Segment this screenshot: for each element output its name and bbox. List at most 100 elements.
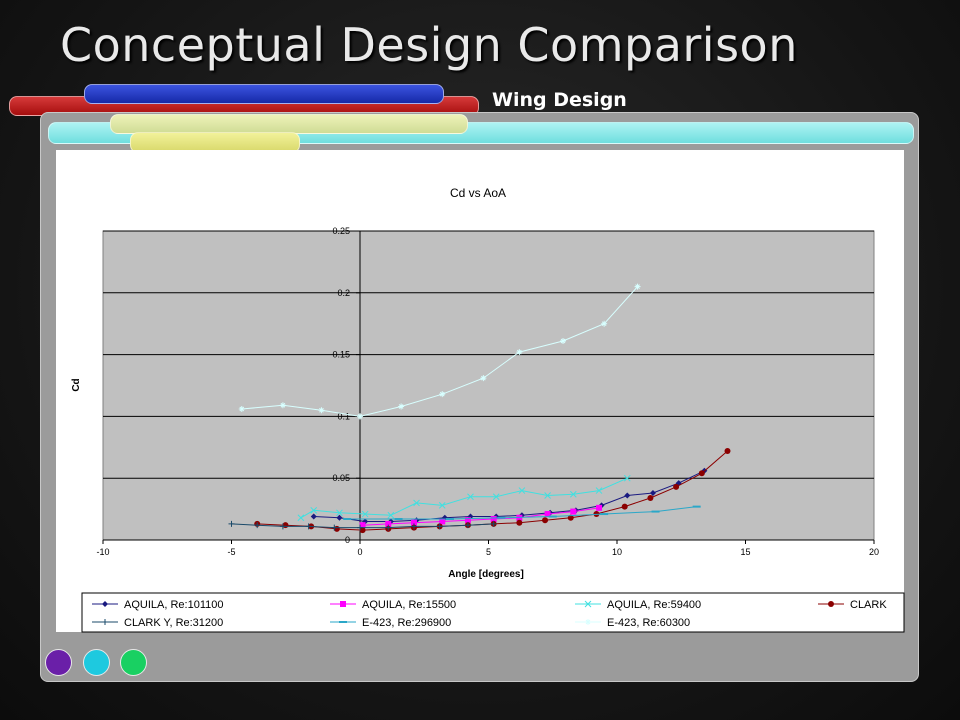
- data-point: [624, 492, 631, 499]
- data-point: [544, 492, 551, 499]
- data-point: [518, 487, 526, 494]
- legend-entry: E-423, Re:60300: [575, 617, 690, 629]
- series-2: [297, 474, 631, 522]
- data-point: [439, 518, 446, 525]
- legend-label: AQUILA, Re:59400: [607, 599, 701, 611]
- y-tick-label: 0.25: [332, 226, 350, 236]
- data-point: [569, 490, 577, 498]
- data-point: [336, 514, 343, 521]
- legend-entry: CLARK Y, Re:31200: [92, 617, 223, 629]
- data-point: [336, 509, 343, 517]
- y-tick-label: 0.2: [337, 288, 350, 298]
- y-tick-label: 0.15: [332, 350, 350, 360]
- blue-accent-bar: [84, 84, 444, 104]
- data-point: [436, 523, 443, 530]
- data-point: [228, 520, 235, 527]
- data-point: [490, 520, 497, 527]
- data-point: [357, 524, 363, 531]
- data-point: [634, 283, 641, 290]
- data-point: [595, 487, 603, 494]
- data-point: [621, 503, 628, 510]
- data-point: [318, 407, 325, 414]
- data-point: [310, 506, 318, 514]
- purple-nav-dot[interactable]: [45, 649, 72, 676]
- legend-marker: [584, 600, 592, 608]
- legend-label: E-423, Re:296900: [362, 617, 451, 629]
- data-point: [279, 402, 286, 409]
- legend-label: CLARK Y, Re:31200: [124, 617, 223, 629]
- data-point: [647, 494, 654, 501]
- data-point: [238, 405, 245, 412]
- data-point: [279, 523, 286, 530]
- data-point: [516, 349, 523, 356]
- x-tick-label: 15: [740, 547, 750, 557]
- plot-area: [102, 230, 875, 541]
- data-point: [439, 391, 446, 398]
- data-point: [385, 520, 392, 527]
- legend-marker: [102, 619, 108, 625]
- data-point: [698, 470, 705, 477]
- series-4: [228, 520, 497, 531]
- legend-entry: AQUILA, Re:15500: [330, 599, 456, 611]
- data-point: [438, 502, 446, 509]
- data-point: [254, 522, 261, 529]
- legend-entry: CLARK: [818, 599, 887, 611]
- green-nav-dot[interactable]: [120, 649, 147, 676]
- x-tick-label: 10: [612, 547, 622, 557]
- data-point: [464, 522, 471, 529]
- legend-label: E-423, Re:60300: [607, 617, 690, 629]
- legend-entry: AQUILA, Re:59400: [575, 599, 701, 611]
- legend: [81, 592, 905, 633]
- x-axis-label: Angle [degrees]: [448, 569, 524, 580]
- y-tick-label: 0.05: [332, 473, 350, 483]
- slide-title: Conceptual Design Comparison: [60, 18, 798, 72]
- data-point: [516, 519, 523, 526]
- data-point: [567, 514, 574, 521]
- data-point: [649, 490, 656, 497]
- series-line: [362, 507, 600, 526]
- data-point: [570, 508, 577, 515]
- cyan-nav-dot[interactable]: [83, 649, 110, 676]
- data-point: [359, 522, 366, 529]
- legend-entry: AQUILA, Re:101100: [92, 599, 223, 611]
- data-point: [724, 448, 731, 455]
- data-point: [305, 523, 312, 530]
- data-point: [560, 338, 567, 345]
- data-point: [361, 510, 369, 518]
- x-tick-label: 20: [869, 547, 879, 557]
- data-point: [596, 504, 603, 511]
- data-point: [331, 524, 338, 531]
- data-point: [673, 483, 680, 490]
- data-point: [542, 517, 549, 524]
- x-tick-label: -10: [96, 547, 109, 557]
- data-point: [601, 320, 608, 327]
- legend-label: AQUILA, Re:15500: [362, 599, 456, 611]
- legend-entry: E-423, Re:296900: [330, 617, 451, 629]
- data-point: [490, 515, 497, 522]
- data-point: [385, 524, 392, 531]
- data-point: [398, 403, 405, 410]
- series-6: [238, 283, 641, 420]
- data-point: [297, 514, 305, 522]
- slide-subtitle: Wing Design: [492, 89, 627, 111]
- x-tick-label: 5: [486, 547, 491, 557]
- legend-marker: [102, 601, 108, 607]
- data-point: [492, 493, 500, 501]
- y-axis-label: Cd: [71, 378, 82, 391]
- x-tick-label: -5: [227, 547, 235, 557]
- data-point: [359, 527, 366, 534]
- data-point: [357, 413, 363, 420]
- data-point: [387, 511, 395, 519]
- series-line: [347, 506, 697, 520]
- legend-marker: [828, 601, 834, 607]
- data-point: [467, 493, 474, 501]
- chart-title: Cd vs AoA: [450, 186, 506, 200]
- data-point: [410, 523, 417, 530]
- legend-marker: [585, 619, 591, 625]
- x-tick-label: 0: [357, 547, 362, 557]
- series-line: [300, 477, 628, 519]
- series-line: [313, 470, 705, 522]
- legend-label: AQUILA, Re:101100: [124, 599, 223, 611]
- data-point: [310, 513, 317, 520]
